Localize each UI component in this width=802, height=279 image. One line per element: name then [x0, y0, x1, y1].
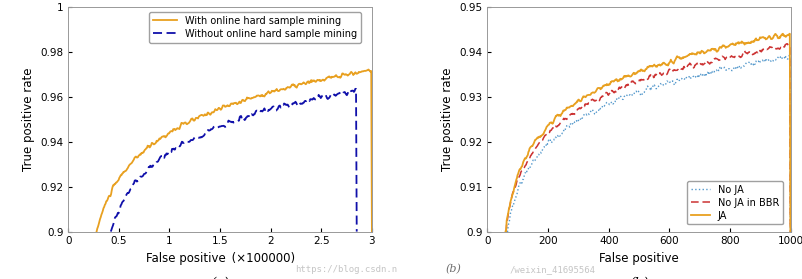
- No JA in BBR: [635, 78, 645, 81]
- Y-axis label: True positive rate: True positive rate: [440, 68, 453, 171]
- With online hard sample mining: [290, 85, 300, 88]
- Legend: With online hard sample mining, Without online hard sample mining: With online hard sample mining, Without …: [149, 12, 361, 42]
- Text: (b): (b): [629, 276, 648, 279]
- No JA: [785, 230, 795, 233]
- Line: Without online hard sample mining: Without online hard sample mining: [111, 89, 356, 232]
- No JA: [501, 230, 511, 233]
- No JA: [638, 90, 647, 94]
- No JA in BBR: [785, 230, 795, 233]
- Without online hard sample mining: [251, 109, 261, 113]
- Line: With online hard sample mining: With online hard sample mining: [96, 69, 371, 232]
- With online hard sample mining: [91, 230, 101, 233]
- JA: [635, 68, 645, 71]
- JA: [638, 69, 647, 72]
- Legend: No JA, No JA in BBR, JA: No JA, No JA in BBR, JA: [686, 181, 782, 225]
- X-axis label: False positive (×100000): False positive (×100000): [145, 252, 294, 265]
- With online hard sample mining: [125, 163, 135, 166]
- With online hard sample mining: [265, 92, 274, 95]
- With online hard sample mining: [367, 230, 376, 233]
- JA: [654, 64, 664, 67]
- Line: JA: JA: [505, 34, 790, 232]
- No JA in BBR: [734, 55, 743, 59]
- Text: (b): (b): [445, 264, 461, 274]
- Without online hard sample mining: [341, 93, 350, 96]
- Text: (a): (a): [210, 276, 229, 279]
- X-axis label: False positive: False positive: [598, 252, 678, 265]
- Without online hard sample mining: [351, 230, 361, 233]
- No JA: [655, 82, 665, 85]
- With online hard sample mining: [363, 68, 373, 71]
- No JA in BBR: [670, 69, 679, 72]
- Without online hard sample mining: [172, 147, 181, 150]
- No JA: [778, 56, 788, 59]
- Without online hard sample mining: [219, 124, 229, 128]
- No JA in BBR: [654, 71, 664, 74]
- JA: [670, 58, 679, 61]
- No JA in BBR: [781, 42, 791, 45]
- JA: [500, 230, 510, 233]
- Line: No JA: No JA: [506, 55, 790, 232]
- With online hard sample mining: [181, 122, 191, 126]
- Line: No JA in BBR: No JA in BBR: [505, 44, 790, 232]
- With online hard sample mining: [200, 114, 210, 117]
- JA: [778, 33, 788, 37]
- With online hard sample mining: [291, 86, 301, 89]
- No JA in BBR: [638, 78, 647, 82]
- Y-axis label: True positive rate: True positive rate: [22, 68, 34, 171]
- JA: [785, 230, 795, 233]
- No JA in BBR: [500, 230, 510, 233]
- JA: [784, 32, 794, 35]
- Without online hard sample mining: [350, 87, 359, 90]
- No JA: [670, 80, 680, 84]
- No JA in BBR: [778, 45, 788, 48]
- Text: https://blog.csdn.n: https://blog.csdn.n: [295, 265, 397, 274]
- No JA: [784, 54, 794, 57]
- Without online hard sample mining: [106, 230, 115, 233]
- No JA: [734, 66, 743, 70]
- No JA: [636, 93, 646, 97]
- Without online hard sample mining: [237, 117, 246, 120]
- JA: [734, 41, 743, 44]
- Without online hard sample mining: [348, 89, 358, 92]
- Text: /weixin_41695564: /weixin_41695564: [509, 265, 595, 274]
